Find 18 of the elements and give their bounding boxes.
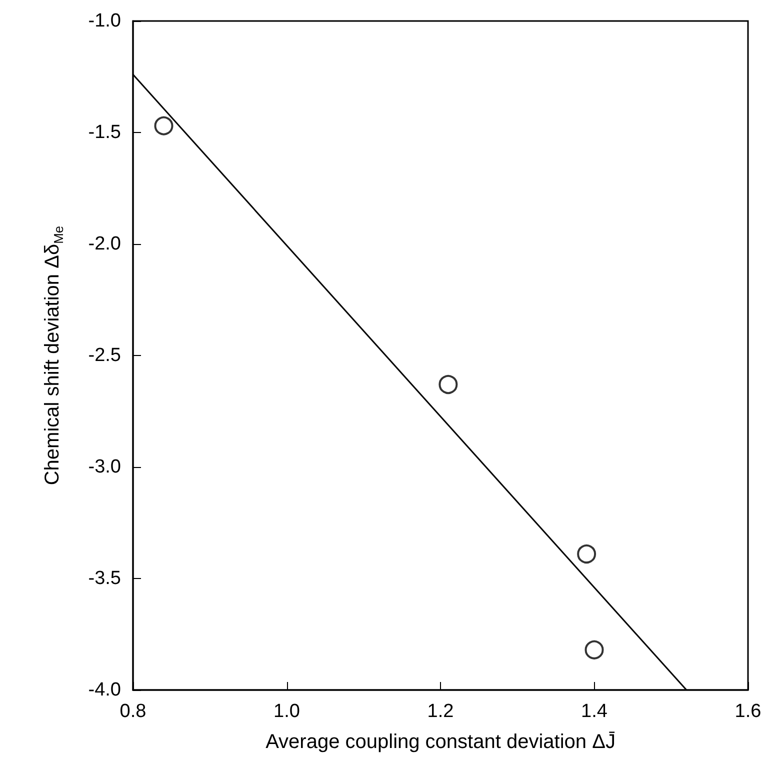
- point: [438, 374, 458, 394]
- x-tick-label: 1.4: [581, 701, 608, 722]
- y-tick-label: -2.0: [88, 234, 121, 254]
- x-tick-label: 0.8: [120, 701, 146, 722]
- y-tick-label: -2.5: [88, 345, 121, 366]
- x-axis-title: Average coupling constant deviation ΔJ̄: [266, 730, 616, 753]
- y-tick-label: -3.5: [88, 568, 121, 589]
- x-tick-label: 1.6: [734, 701, 762, 722]
- x-tick-label: 1.2: [427, 701, 454, 722]
- y-tick-label: -3.0: [88, 456, 121, 478]
- y-axis-title: Chemical shift deviation ΔδMe: [42, 226, 66, 486]
- point: [577, 544, 596, 564]
- point: [154, 116, 174, 136]
- point: [584, 640, 604, 660]
- y-tick-label: -1.0: [88, 10, 121, 32]
- y-tick-label: -1.5: [88, 122, 121, 143]
- x-tick-label: 1.0: [274, 701, 300, 722]
- y-tick-label: -4.0: [88, 680, 121, 700]
